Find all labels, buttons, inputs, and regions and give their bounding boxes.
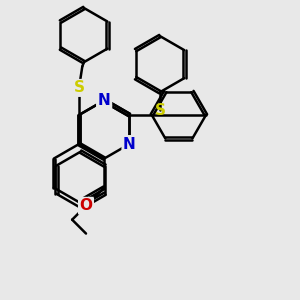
Text: N: N	[123, 136, 136, 152]
Text: S: S	[74, 80, 85, 95]
Text: O: O	[80, 198, 92, 213]
Text: O: O	[98, 93, 111, 108]
Text: S: S	[154, 103, 165, 118]
Text: N: N	[98, 93, 110, 108]
